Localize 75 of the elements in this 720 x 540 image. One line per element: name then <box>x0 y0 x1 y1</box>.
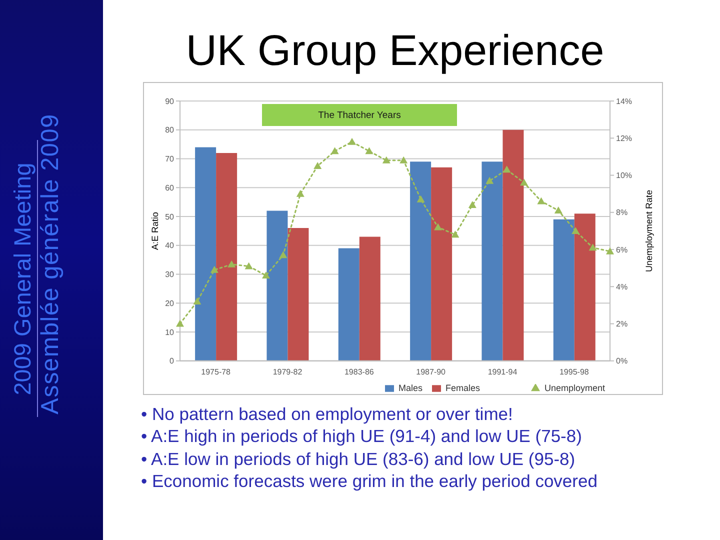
y-tick-label: 10 <box>165 328 175 337</box>
point <box>330 147 339 154</box>
y-tick-label: 20 <box>165 298 175 308</box>
x-tick-label: 1995-98 <box>559 368 590 377</box>
y-tick-label: 14% <box>616 96 632 106</box>
point <box>486 176 494 184</box>
point <box>348 138 356 145</box>
point <box>244 262 253 270</box>
chart-title: UK Group Experience <box>184 26 606 76</box>
point <box>314 162 322 169</box>
y-tick-label: 0% <box>616 356 628 366</box>
point <box>279 251 288 258</box>
y-axis-title: Unemployment Rate <box>644 190 654 272</box>
bar <box>410 162 432 361</box>
bar <box>482 162 503 361</box>
x-tick-label: 1991-94 <box>488 368 518 377</box>
y-axis-title: A:E Ratio <box>150 212 160 250</box>
legend-label: Females <box>445 382 480 393</box>
point <box>382 156 390 164</box>
y-tick-label: 2% <box>616 320 628 329</box>
y-tick-label: 90 <box>165 96 175 106</box>
label-box: The Thatcher Years <box>262 104 457 126</box>
point <box>572 226 580 234</box>
x-tick-label: 1983-86 <box>344 368 374 377</box>
legend-label: Males <box>398 382 422 393</box>
text: • No pattern based on employment or over time! <box>141 404 513 425</box>
bar <box>338 248 360 361</box>
y-tick-label: 4% <box>616 282 628 292</box>
point <box>416 195 425 202</box>
point <box>554 206 562 214</box>
text: Assemblée générale 2009 <box>37 114 65 414</box>
y-tick-label: 8% <box>616 208 628 218</box>
x-tick-label: 1975-78 <box>201 368 232 377</box>
point <box>588 244 597 251</box>
y-tick-label: 80 <box>165 126 175 135</box>
bar <box>574 214 596 361</box>
text: • A:E low in periods of high UE (83-6) and low UE (95-8) <box>141 448 576 470</box>
y-tick-label: 60 <box>165 183 175 192</box>
bar <box>288 228 309 361</box>
point <box>468 200 476 208</box>
point <box>210 266 218 273</box>
point <box>606 247 614 254</box>
point <box>400 156 408 164</box>
bar <box>502 130 524 361</box>
point <box>502 166 511 173</box>
point <box>520 178 528 186</box>
text: • Economic forecasts were grim in the early period covered <box>141 471 598 492</box>
point <box>537 197 546 204</box>
point <box>228 260 236 268</box>
x-tick-label: 1987-90 <box>416 368 446 377</box>
point <box>434 223 442 230</box>
point <box>365 147 374 154</box>
bar <box>431 167 452 361</box>
point <box>262 271 270 278</box>
bar <box>195 147 216 361</box>
y-tick-label: 0 <box>170 356 175 366</box>
bar <box>216 152 238 361</box>
y-tick-label: 70 <box>165 154 175 164</box>
bar <box>359 236 380 361</box>
legend-label: Unemployment <box>544 382 605 393</box>
text: 2009 General Meeting <box>9 162 36 396</box>
text: • A:E high in periods of high UE (91-4) and low UE (75-8) <box>141 426 582 448</box>
bar <box>266 210 288 361</box>
y-tick-label: 10% <box>616 171 632 180</box>
point <box>193 297 202 304</box>
point <box>176 320 184 327</box>
y-tick-label: 30 <box>165 270 175 280</box>
y-tick-label: 12% <box>616 134 632 143</box>
y-tick-label: 50 <box>165 212 175 222</box>
bar <box>553 219 574 361</box>
y-tick-label: 40 <box>165 241 175 250</box>
x-tick-label: 1979-82 <box>272 368 303 377</box>
point <box>296 190 304 197</box>
y-tick-label: 6% <box>616 245 628 254</box>
point <box>451 230 460 238</box>
